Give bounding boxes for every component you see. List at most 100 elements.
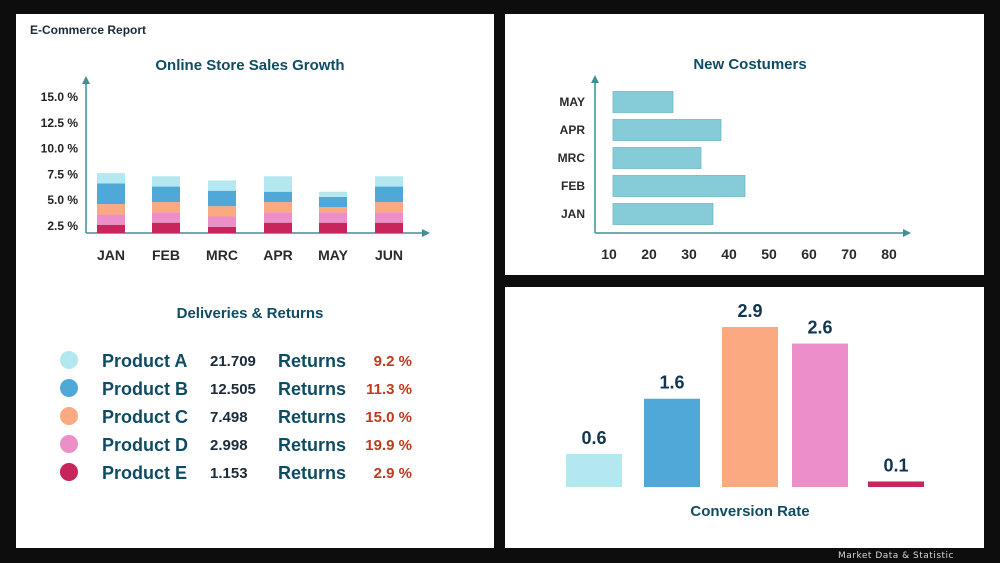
sales-bar-segment <box>97 214 125 225</box>
product-deliveries: 1.153 <box>210 465 248 482</box>
returns-percent: 19.9 % <box>365 437 412 454</box>
conversion-value-label: 2.6 <box>807 318 832 338</box>
customers-bar <box>612 91 674 113</box>
sales-x-tick: MRC <box>206 247 238 263</box>
sales-axes <box>82 76 430 237</box>
sales-y-tick: 5.0 % <box>47 193 78 207</box>
sales-bar-segment <box>208 180 236 191</box>
product-name: Product E <box>102 463 187 483</box>
sales-bar-segment <box>375 212 403 223</box>
customers-x-tick: 60 <box>801 246 817 262</box>
customers-chart-title: New Costumers <box>693 56 806 73</box>
returns-percent: 15.0 % <box>365 409 412 426</box>
sales-bar-segment <box>264 176 292 192</box>
sales-bar-segment <box>208 226 236 233</box>
product-deliveries: 12.505 <box>210 381 256 398</box>
sales-bar-segment <box>97 204 125 215</box>
product-deliveries: 21.709 <box>210 353 256 370</box>
customers-bars <box>612 91 746 225</box>
customers-bar <box>612 175 746 197</box>
sales-bar-segment <box>97 224 125 233</box>
conversion-bars <box>566 327 924 487</box>
sales-x-tick: JAN <box>97 247 125 263</box>
sales-bar-segment <box>152 202 180 213</box>
product-name: Product A <box>102 351 187 371</box>
sales-panel: E-Commerce Report Online Store Sales Gro… <box>16 14 494 548</box>
customers-x-tick: 30 <box>681 246 697 262</box>
sales-bar-segment <box>97 173 125 184</box>
returns-percent: 11.3 % <box>366 381 412 398</box>
customers-x-tick: 40 <box>721 246 737 262</box>
sales-bar-segment <box>264 222 292 233</box>
footer-caption: Market Data & Statistic <box>838 551 954 561</box>
product-color-dot <box>60 351 78 369</box>
conversion-panel: 0.6 1.6 2.9 2.6 0.1 Conversion Rate <box>505 287 984 548</box>
conversion-value-label: 1.6 <box>659 373 684 393</box>
conversion-chart-svg: 0.6 1.6 2.9 2.6 0.1 Conversion Rate <box>566 301 924 520</box>
delivery-row: Product B 12.505 Returns 11.3 % <box>60 379 412 399</box>
sales-y-tick: 7.5 % <box>47 167 78 181</box>
sales-bar-segment <box>208 216 236 227</box>
sales-bar-segment <box>375 222 403 233</box>
conversion-value-label: 2.9 <box>737 301 762 321</box>
delivery-row: Product C 7.498 Returns 15.0 % <box>60 407 412 427</box>
customers-x-tick: 20 <box>641 246 657 262</box>
sales-bar-segment <box>319 207 347 213</box>
sales-bar-segment <box>375 186 403 203</box>
customers-x-tick: 70 <box>841 246 857 262</box>
sales-bar-segment <box>97 183 125 205</box>
returns-percent: 2.9 % <box>374 465 412 482</box>
report-title: E-Commerce Report <box>30 23 146 37</box>
sales-bar-segment <box>152 176 180 187</box>
sales-bar-segment <box>208 206 236 217</box>
sales-bar-segment <box>264 202 292 213</box>
customers-chart-svg: New Costumers MAY APR MRC FEB JAN 10 20 30 40 50… <box>558 56 911 262</box>
customers-y-ticks: MAY APR MRC FEB JAN <box>558 95 586 221</box>
sales-bar-segment <box>264 212 292 223</box>
sales-bar-segment <box>264 191 292 203</box>
sales-y-ticks: 2.5 % 5.0 % 7.5 % 10.0 % 12.5 % 15.0 % <box>41 90 79 233</box>
returns-label: Returns <box>278 463 346 483</box>
deliveries-list: Product A 21.709 Returns 9.2 % Product B 12.5… <box>60 351 412 483</box>
conversion-bar <box>644 398 700 487</box>
returns-label: Returns <box>278 435 346 455</box>
customers-y-axis-arrow <box>591 75 599 83</box>
product-color-dot <box>60 379 78 397</box>
customers-bar <box>612 203 714 225</box>
returns-label: Returns <box>278 379 346 399</box>
sales-bar-segment <box>319 196 347 208</box>
sales-chart-title: Online Store Sales Growth <box>155 57 344 74</box>
sales-bar-segment <box>152 222 180 233</box>
delivery-row: Product E 1.153 Returns 2.9 % <box>60 463 412 483</box>
sales-bar-segment <box>375 176 403 187</box>
conversion-value-label: 0.6 <box>581 428 606 448</box>
product-color-dot <box>60 463 78 481</box>
sales-bar-segment <box>319 222 347 233</box>
customers-bar <box>612 147 702 169</box>
customers-y-tick: MAY <box>559 95 585 109</box>
conversion-labels: 0.6 1.6 2.9 2.6 0.1 <box>581 301 908 475</box>
product-color-dot <box>60 407 78 425</box>
sales-bar-segment <box>319 191 347 197</box>
product-name: Product B <box>102 379 188 399</box>
conversion-bar <box>722 327 778 487</box>
sales-bars <box>97 173 403 233</box>
sales-y-tick: 15.0 % <box>41 90 79 104</box>
delivery-row: Product A 21.709 Returns 9.2 % <box>60 351 412 371</box>
customers-axes <box>591 75 911 237</box>
product-deliveries: 7.498 <box>210 409 248 426</box>
sales-x-tick: JUN <box>375 247 403 263</box>
returns-label: Returns <box>278 351 346 371</box>
sales-y-tick: 10.0 % <box>41 142 79 156</box>
product-name: Product C <box>102 407 188 427</box>
conversion-value-label: 0.1 <box>883 455 908 475</box>
deliveries-title: Deliveries & Returns <box>177 305 324 322</box>
sales-x-tick: MAY <box>318 247 348 263</box>
conversion-bar <box>792 343 848 487</box>
sales-y-tick: 12.5 % <box>41 116 79 130</box>
customers-y-tick: MRC <box>558 151 586 165</box>
customers-bar <box>612 119 722 141</box>
customers-x-ticks: 10 20 30 40 50 60 70 80 <box>601 246 897 262</box>
sales-bar-segment <box>152 212 180 223</box>
customers-y-tick: APR <box>560 123 586 137</box>
